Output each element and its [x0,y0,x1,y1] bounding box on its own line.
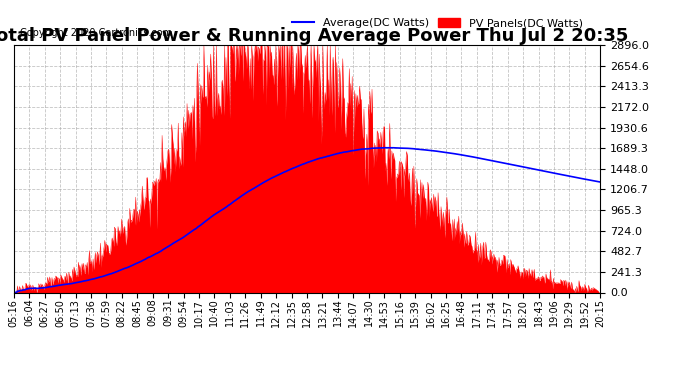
Title: Total PV Panel Power & Running Average Power Thu Jul 2 20:35: Total PV Panel Power & Running Average P… [0,27,628,45]
Legend: Average(DC Watts), PV Panels(DC Watts): Average(DC Watts), PV Panels(DC Watts) [292,18,583,28]
Text: Copyright 2020 Cartronics.com: Copyright 2020 Cartronics.com [19,28,172,38]
